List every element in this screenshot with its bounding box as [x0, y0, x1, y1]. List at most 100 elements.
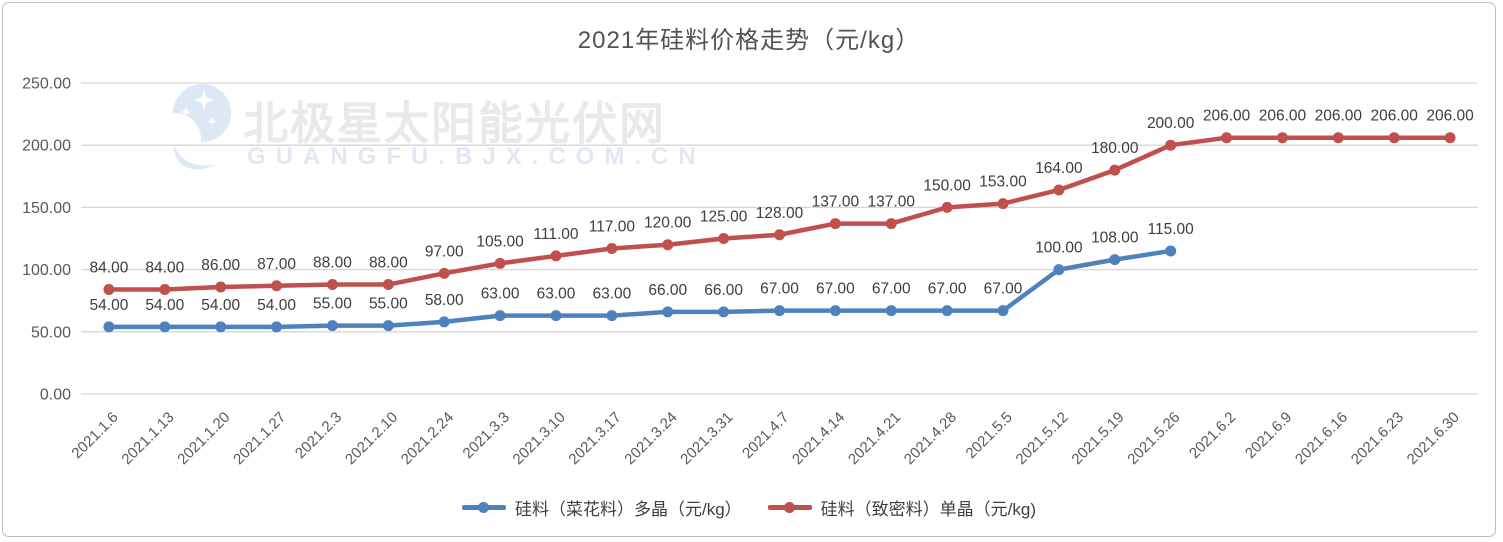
data-point-label: 54.00 [90, 297, 129, 314]
data-point-label: 88.00 [313, 255, 352, 272]
data-point-label: 128.00 [756, 205, 804, 222]
data-point-marker [494, 310, 506, 322]
legend-item-poly-silicon: 硅料（菜花料）多晶（元/kg） [461, 495, 742, 520]
data-point-marker [159, 284, 171, 296]
data-point-label: 67.00 [928, 281, 967, 298]
data-point-marker [662, 306, 674, 318]
data-point-marker [271, 280, 283, 292]
data-point-label: 150.00 [923, 177, 971, 194]
x-axis-tick-label: 2021.2.10 [342, 409, 401, 468]
data-point-label: 100.00 [1035, 240, 1083, 257]
data-point-label: 67.00 [816, 281, 855, 298]
data-point-label: 63.00 [481, 286, 520, 303]
data-point-marker [662, 239, 674, 251]
data-point-label: 86.00 [201, 257, 240, 274]
data-point-marker [438, 316, 450, 328]
data-point-marker [997, 305, 1009, 317]
data-point-marker [103, 321, 115, 333]
x-axis-tick-label: 2021.3.24 [621, 409, 680, 468]
data-point-label: 84.00 [145, 260, 184, 277]
x-axis-tick-label: 2021.3.10 [510, 409, 569, 468]
data-point-label: 125.00 [700, 209, 748, 226]
x-axis-tick-label: 2021.6.2 [1186, 409, 1239, 462]
x-axis-tick-label: 2021.3.31 [677, 409, 736, 468]
data-point-marker [1388, 132, 1400, 144]
data-point-marker [774, 229, 785, 241]
legend-label-mono-silicon: 硅料（致密料）单晶（元/kg) [820, 500, 1037, 519]
data-point-marker [718, 233, 730, 244]
data-point-marker [829, 218, 841, 230]
x-axis-tick-label: 2021.2.3 [292, 409, 345, 462]
watermark-text: 北极星太阳能光伏网 [243, 98, 667, 149]
data-point-marker [941, 305, 953, 317]
data-point-label: 105.00 [476, 233, 524, 250]
legend-dot-red [783, 502, 795, 513]
x-axis-tick-label: 2021.1.6 [68, 409, 121, 462]
data-point-marker [885, 305, 897, 317]
data-point-label: 206.00 [1203, 108, 1251, 125]
data-point-label: 67.00 [760, 281, 799, 298]
watermark-url: GUANGFU.BJX.COM.CN [247, 143, 706, 170]
data-point-marker [606, 310, 618, 322]
data-point-marker [494, 257, 506, 269]
y-axis-tick-label: 0.00 [40, 387, 71, 404]
data-point-label: 54.00 [257, 297, 296, 314]
data-point-marker [1053, 264, 1065, 276]
data-point-label: 58.00 [425, 292, 464, 309]
x-axis-tick-label: 2021.1.13 [118, 409, 177, 468]
legend-dot-blue [477, 502, 489, 513]
x-axis-tick-label: 2021.6.9 [1242, 409, 1295, 462]
data-point-label: 88.00 [369, 255, 408, 272]
data-point-label: 55.00 [369, 296, 408, 313]
x-axis-tick-label: 2021.2.24 [398, 409, 457, 468]
data-point-label: 180.00 [1091, 140, 1139, 157]
data-point-marker [1109, 164, 1121, 176]
data-point-marker [438, 267, 450, 279]
data-point-marker [382, 279, 394, 291]
x-axis-tick-label: 2021.5.26 [1124, 409, 1183, 468]
series-line-0 [106, 248, 1173, 330]
x-axis-tick-label: 2021.5.19 [1068, 409, 1127, 468]
data-point-marker [271, 321, 283, 333]
watermark-moon-stars-icon [169, 84, 231, 170]
data-point-marker [1109, 254, 1121, 266]
data-point-label: 206.00 [1315, 108, 1363, 125]
x-axis-tick-label: 2021.5.12 [1013, 409, 1072, 468]
legend-line-marker-blue [461, 502, 506, 513]
data-point-marker [1276, 132, 1288, 144]
data-point-label: 55.00 [313, 296, 352, 313]
legend-item-mono-silicon: 硅料（致密料）单晶（元/kg) [767, 495, 1037, 520]
data-point-label: 111.00 [533, 226, 578, 243]
y-axis-tick-label: 200.00 [22, 138, 71, 155]
data-point-label: 67.00 [872, 281, 911, 298]
data-point-label: 200.00 [1147, 115, 1195, 132]
data-point-marker [1444, 132, 1456, 144]
data-point-label: 164.00 [1035, 160, 1083, 177]
data-point-label: 54.00 [145, 297, 184, 314]
data-point-marker [326, 279, 338, 291]
data-point-label: 120.00 [644, 215, 692, 232]
data-point-marker [774, 305, 785, 317]
chart-title: 2021年硅料价格走势（元/kg） [577, 27, 921, 54]
chart-legend: 硅料（菜花料）多晶（元/kg） 硅料（致密料）单晶（元/kg) [3, 495, 1495, 520]
data-point-marker [718, 306, 730, 318]
data-point-marker [606, 242, 618, 254]
x-axis-tick-label: 2021.6.23 [1348, 409, 1407, 468]
data-point-marker [1053, 184, 1065, 196]
data-point-marker [215, 321, 227, 333]
data-point-label: 206.00 [1426, 108, 1474, 125]
x-axis-tick-label: 2021.4.28 [901, 409, 960, 468]
x-axis-tick-label: 2021.3.17 [565, 409, 624, 468]
data-point-label: 97.00 [425, 243, 464, 260]
data-point-label: 54.00 [201, 297, 240, 314]
x-axis-tick-label: 2021.4.14 [789, 409, 848, 468]
data-point-marker [550, 250, 562, 262]
legend-label-poly-silicon: 硅料（菜花料）多晶（元/kg） [514, 500, 742, 519]
data-point-marker [1165, 139, 1177, 151]
x-axis-tick-label: 2021.3.3 [460, 409, 513, 462]
y-axis-tick-label: 50.00 [31, 324, 71, 341]
data-point-label: 63.00 [592, 286, 631, 303]
data-point-marker [159, 321, 171, 333]
data-point-marker [885, 218, 897, 230]
